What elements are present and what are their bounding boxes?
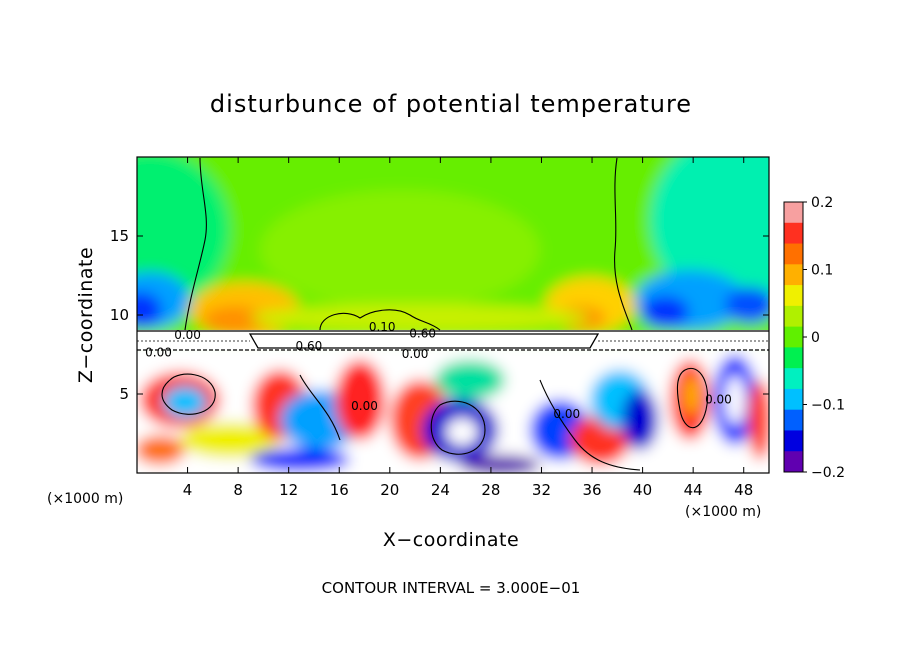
x-axis-ticks: 4 8 12 16 20 24 28 32 36 40 44 48 bbox=[183, 157, 753, 499]
heatmap-field bbox=[137, 157, 769, 473]
x-tick-label: 40 bbox=[633, 481, 652, 499]
x-tick-label: 48 bbox=[734, 481, 753, 499]
x-tick-label: 12 bbox=[279, 481, 298, 499]
colorbar-cell bbox=[784, 243, 803, 265]
contour-lines bbox=[161, 157, 709, 471]
x-unit-right: (×1000 m) bbox=[685, 504, 761, 520]
x-tick-label: 32 bbox=[532, 481, 551, 499]
colorbar-tick-label: 0.2 bbox=[811, 195, 833, 211]
x-unit-left: (×1000 m) bbox=[47, 491, 123, 507]
y-axis-ticks: 5 10 15 bbox=[110, 227, 769, 403]
x-tick-label: 20 bbox=[380, 481, 399, 499]
colorbar-tick-label: 0 bbox=[811, 330, 820, 346]
plot-area: 0.000.00 0.600.10 0.600.000.000.000.00 bbox=[137, 157, 769, 473]
contour-interval-note: CONTOUR INTERVAL = 3.000E−01 bbox=[322, 579, 581, 597]
colorbar-cell bbox=[784, 202, 803, 224]
colorbar-cell bbox=[784, 451, 803, 473]
colorbar-cell bbox=[784, 347, 803, 369]
contour-label: 0.00 bbox=[553, 407, 580, 421]
colorbar-cell bbox=[784, 326, 803, 348]
x-tick-label: 24 bbox=[431, 481, 450, 499]
contour-label: 0.10 bbox=[369, 320, 396, 334]
x-tick-label: 36 bbox=[582, 481, 601, 499]
contour-label: 0.00 bbox=[402, 347, 429, 361]
y-tick-label: 10 bbox=[110, 306, 129, 324]
colorbar: 0.2 0.1 0 −0.1 −0.2 bbox=[783, 195, 845, 481]
colorbar-tick-label: 0.1 bbox=[811, 263, 833, 279]
colorbar-cell bbox=[784, 388, 803, 411]
colorbar-cell bbox=[784, 409, 803, 431]
contour-label: 0.00 bbox=[145, 345, 172, 359]
colorbar-tick-label: −0.1 bbox=[811, 398, 845, 414]
contour-labels: 0.000.00 0.600.10 0.600.000.000.000.00 bbox=[145, 320, 732, 421]
contour-label: 0.60 bbox=[409, 326, 436, 340]
colorbar-cell bbox=[784, 368, 803, 390]
x-tick-label: 28 bbox=[481, 481, 500, 499]
colorbar-cell bbox=[784, 264, 803, 286]
colorbar-cell bbox=[784, 285, 803, 307]
contour-label: 0.00 bbox=[705, 393, 732, 407]
x-axis-label: X−coordinate bbox=[383, 529, 519, 551]
y-tick-label: 15 bbox=[110, 227, 129, 245]
colorbar-cell bbox=[784, 430, 803, 452]
contour-label: 0.60 bbox=[296, 339, 323, 353]
contour-label: 0.00 bbox=[351, 399, 378, 413]
colorbar-cell bbox=[784, 222, 803, 245]
colorbar-tick-label: −0.2 bbox=[811, 465, 845, 481]
colorbar-cell bbox=[784, 305, 803, 328]
contour-label: 0.00 bbox=[174, 328, 201, 342]
chart-title: disturbunce of potential temperature bbox=[210, 90, 692, 118]
colorbar-cells bbox=[784, 202, 803, 473]
x-tick-label: 16 bbox=[330, 481, 349, 499]
y-axis-label: Z−coordinate bbox=[75, 247, 97, 383]
colorbar-ticks: 0.2 0.1 0 −0.1 −0.2 bbox=[803, 195, 845, 481]
inversion-band bbox=[137, 330, 769, 351]
x-tick-label: 44 bbox=[684, 481, 703, 499]
y-tick-label: 5 bbox=[119, 385, 129, 403]
x-tick-label: 4 bbox=[183, 481, 193, 499]
x-tick-label: 8 bbox=[233, 481, 243, 499]
